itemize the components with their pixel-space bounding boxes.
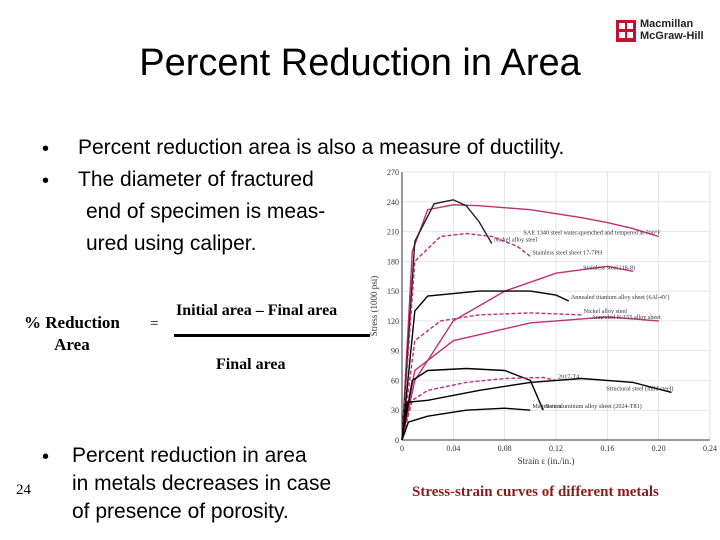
formula-lhs: % Reduction Area — [24, 312, 120, 356]
logo-line-1: Macmillan — [640, 18, 694, 30]
chart-series-group: SAE 1340 steel water-quenched and temper… — [401, 199, 674, 441]
logo-mark-icon — [616, 20, 636, 42]
chart-y-tick-label: 240 — [387, 198, 399, 207]
bottom-bullet-line-1: Percent reduction in area — [72, 444, 307, 467]
chart-y-tick-label: 0 — [395, 436, 399, 445]
chart-series-line — [401, 377, 672, 441]
chart-caption: Stress-strain curves of different metals — [412, 484, 659, 500]
chart-y-tick-label: 180 — [387, 257, 399, 266]
publisher-logo: Macmillan McGraw-Hill — [616, 18, 716, 46]
chart-y-axis-label: Stress (1000 psi) — [369, 276, 379, 337]
chart-series-line — [401, 312, 582, 441]
chart-series-label: Structural steel (mild steel) — [606, 385, 673, 392]
chart-series-label: Magnesium — [532, 403, 561, 410]
bullet-dot-1: • — [42, 138, 50, 160]
chart-x-tick-label: 0.24 — [703, 444, 717, 453]
bottom-bullet-line-3: of presence of porosity. — [72, 500, 289, 523]
chart-series-line — [401, 407, 531, 441]
formula-lhs-line-2: Area — [54, 335, 90, 354]
chart-x-tick-label: 0.20 — [652, 444, 666, 453]
bullet-dot-3: • — [42, 446, 50, 468]
chart-series-label: Nickel alloy steel — [584, 308, 628, 315]
chart-y-tick-label: 30 — [391, 406, 399, 415]
stress-strain-chart: 0 30 60 90 120 150 180 210 240 270 0 0.04 0.08 0.12 0.… — [369, 168, 717, 466]
chart-y-tick-label: 210 — [387, 228, 399, 237]
chart-y-tick-label: 120 — [387, 317, 399, 326]
chart-x-tick-label: 0.12 — [549, 444, 563, 453]
chart-series-label: Nickel alloy steel — [494, 236, 538, 243]
bullet-2-text: The diameter of fractured — [78, 168, 314, 191]
chart-series-line — [401, 199, 493, 441]
formula-numerator: Initial area – Final area — [176, 302, 338, 319]
chart-series-label: Bare aluminum alloy sheet (2024-T81) — [545, 403, 642, 410]
chart-series-label: 2017-T4 — [558, 373, 579, 380]
chart-series-line — [401, 367, 544, 441]
chart-series-line — [401, 290, 570, 441]
bottom-bullet-line-2: in metals decreases in case — [72, 472, 332, 495]
chart-axes: 0 30 60 90 120 150 180 210 240 270 0 0.04 0.08 0.12 0.… — [387, 168, 717, 453]
chart-series-line — [401, 376, 557, 441]
formula-equals: = — [150, 316, 159, 332]
chart-x-tick-label: 0.04 — [446, 444, 460, 453]
chart-y-tick-label: 90 — [391, 347, 399, 356]
chart-x-tick-label: 0.08 — [498, 444, 512, 453]
slide-title: Percent Reduction in Area — [139, 42, 581, 84]
chart-x-axis-label: Strain ε (in./in.) — [518, 456, 575, 466]
chart-series-label: Annealed N-155 alloy sheet — [591, 314, 661, 321]
chart-series-label: Stainless steel sheet 17-7PH — [532, 249, 602, 256]
chart-series-line — [401, 232, 531, 441]
chart-x-tick-label: 0 — [400, 444, 404, 453]
formula-lhs-line-1: % Reduction — [24, 313, 120, 332]
bullet-1-text: Percent reduction area is also a measure… — [78, 136, 565, 159]
logo-line-2: McGraw-Hill — [640, 30, 704, 42]
chart-series-label: Annealed titanium alloy sheet (6Al-4V) — [571, 294, 670, 301]
chart-y-tick-label: 60 — [391, 376, 399, 385]
bullet-2-continuation-2: ured using caliper. — [86, 232, 257, 255]
bullet-2-continuation-1: end of specimen is meas- — [86, 200, 326, 223]
chart-series-label: SAE 1340 steel water-quenched and temper… — [523, 230, 661, 237]
chart-series-line — [401, 204, 659, 441]
chart-y-tick-label: 270 — [387, 168, 399, 177]
chart-series-label: Stainless steel (18-8) — [583, 264, 635, 271]
chart-x-tick-label: 0.16 — [600, 444, 614, 453]
bottom-bullet-text: Percent reduction in area in metals decr… — [72, 442, 331, 526]
fraction-bar — [174, 334, 370, 337]
page-number: 24 — [16, 482, 31, 498]
chart-y-tick-label: 150 — [387, 287, 399, 296]
formula-denominator: Final area — [216, 356, 286, 373]
bullet-dot-2: • — [42, 170, 50, 192]
